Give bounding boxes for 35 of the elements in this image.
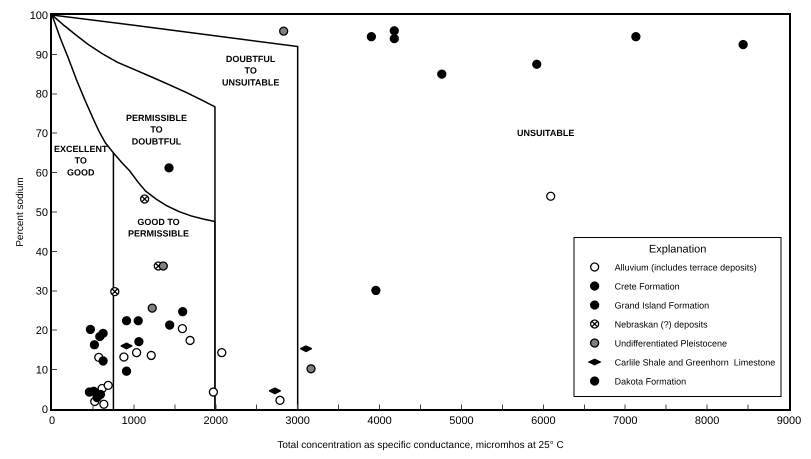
y-axis-title: Percent sodium [15,177,26,247]
y-tick-label: 20 [36,325,48,338]
annotation: DOUBTFUL TO UNSUITABLE [222,54,280,88]
y-tick-label: 0 [42,404,48,416]
legend-label: Carlile Shale and Greenhorn Limestone [614,357,776,368]
legend-label: Nebraskan (?) deposits [614,319,708,330]
legend-label: Undifferentiated Pleistocene [614,338,728,348]
y-tick-label: 80 [36,88,48,101]
x-tick-label: 6000 [531,414,556,427]
x-tick-label: 9000 [776,414,802,427]
y-tick-label: 100 [30,10,48,22]
y-tick-label: 70 [36,128,48,140]
y-tick-label: 60 [36,167,48,180]
x-axis-title: Total concentration as specific conductance, micromhos at 25° C [277,440,564,451]
y-tick-label: 10 [36,364,48,376]
x-tick-label: 3000 [285,414,310,427]
annotation: EXCELLENT TO GOOD [54,144,108,178]
legend-title: Explanation [648,243,706,256]
y-tick-label: 40 [36,246,48,258]
x-tick-label: 4000 [367,414,392,427]
y-tick-label: 50 [36,206,48,219]
x-tick-label: 7000 [612,414,638,427]
legend-label: Alluvium (includes terrace deposits) [614,262,757,272]
legend-label: Crete Formation [614,281,680,292]
legend-label: Grand Island Formation [614,300,710,310]
x-tick-label: 2000 [204,414,228,427]
legend-label: Dakota Formation [614,376,686,386]
y-tick-label: 30 [36,286,48,298]
annotation: UNSUITABLE [517,128,574,138]
annotation: PERMISSIBLE TO DOUBTFUL [126,113,188,146]
x-tick-label: 8000 [694,414,720,427]
annotation: GOOD TO PERMISSIBLE [128,217,190,239]
x-tick-label: 5000 [449,414,474,427]
y-tick-label: 90 [36,49,48,62]
x-tick-label: 1000 [122,414,146,427]
